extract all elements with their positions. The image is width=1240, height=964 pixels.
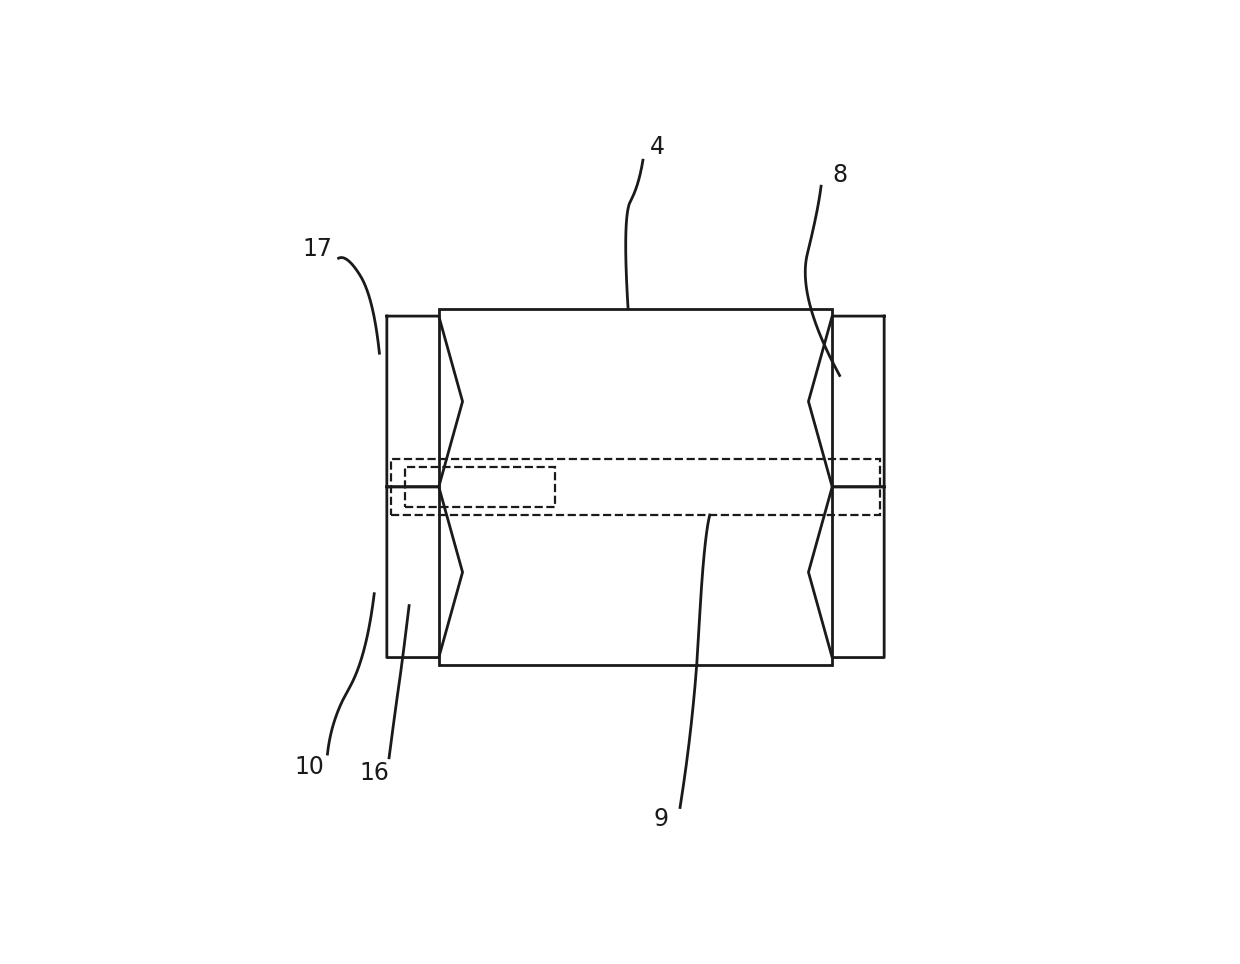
Text: 10: 10 <box>294 756 324 780</box>
Text: 8: 8 <box>832 163 847 187</box>
Text: 4: 4 <box>650 135 666 159</box>
Text: 9: 9 <box>653 808 668 831</box>
Bar <box>405 467 554 507</box>
Text: 16: 16 <box>360 761 389 785</box>
Bar <box>391 459 880 515</box>
Bar <box>439 308 832 665</box>
Text: 17: 17 <box>303 237 332 261</box>
